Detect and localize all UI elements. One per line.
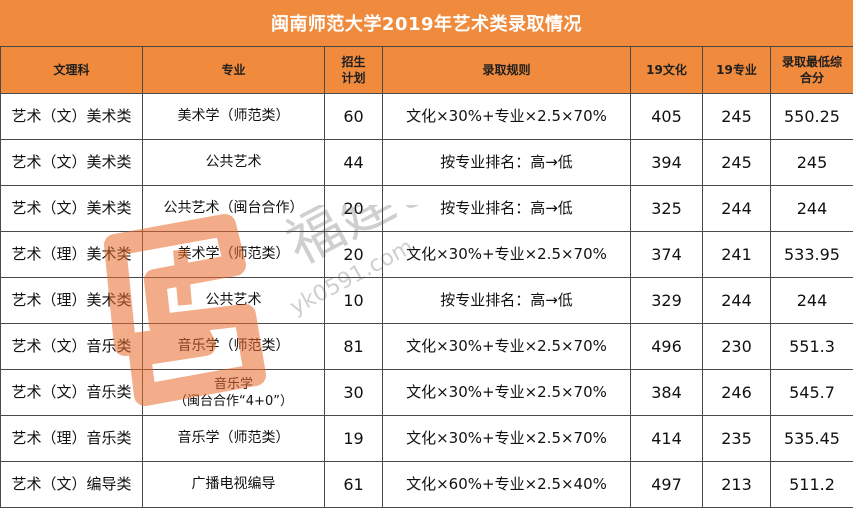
table-cell: 244 — [771, 186, 853, 232]
table-cell: 545.7 — [771, 370, 853, 416]
table-cell: 245 — [703, 140, 771, 186]
table-cell: 艺术（理）美术类 — [1, 232, 143, 278]
table-cell: 235 — [703, 416, 771, 462]
table-cell: 艺术（文）音乐类 — [1, 370, 143, 416]
table-cell: 文化×30%+专业×2.5×70% — [383, 324, 631, 370]
table-cell: 文化×30%+专业×2.5×70% — [383, 370, 631, 416]
column-header: 专业 — [143, 47, 325, 94]
table-cell: 艺术（理）美术类 — [1, 278, 143, 324]
table-cell: 20 — [325, 186, 383, 232]
column-header: 19文化 — [631, 47, 703, 94]
table-cell: 艺术（文）美术类 — [1, 94, 143, 140]
table-cell: 按专业排名：高→低 — [383, 186, 631, 232]
table-cell: 244 — [703, 278, 771, 324]
table-cell: 20 — [325, 232, 383, 278]
table-cell: 405 — [631, 94, 703, 140]
table-cell: 音乐学（师范类） — [143, 324, 325, 370]
table-cell: 按专业排名：高→低 — [383, 278, 631, 324]
table-cell: 60 — [325, 94, 383, 140]
table-cell: 61 — [325, 462, 383, 508]
table-cell: 244 — [703, 186, 771, 232]
table-cell: 550.25 — [771, 94, 853, 140]
table-cell: 美术学（师范类） — [143, 232, 325, 278]
table-cell: 公共艺术 — [143, 140, 325, 186]
table-cell: 325 — [631, 186, 703, 232]
table-cell: 10 — [325, 278, 383, 324]
table-cell: 81 — [325, 324, 383, 370]
table-cell: 535.45 — [771, 416, 853, 462]
table-cell: 文化×60%+专业×2.5×40% — [383, 462, 631, 508]
table-cell: 文化×30%+专业×2.5×70% — [383, 416, 631, 462]
table-cell: 文化×30%+专业×2.5×70% — [383, 232, 631, 278]
page-title: 闽南师范大学2019年艺术类录取情况 — [0, 0, 853, 46]
table-cell: 394 — [631, 140, 703, 186]
table-cell: 213 — [703, 462, 771, 508]
table-cell: 艺术（文）音乐类 — [1, 324, 143, 370]
column-header: 19专业 — [703, 47, 771, 94]
table-cell: 音乐学（师范类） — [143, 416, 325, 462]
table-cell: 497 — [631, 462, 703, 508]
column-header: 文理科 — [1, 47, 143, 94]
table-cell: 艺术（文）美术类 — [1, 140, 143, 186]
table-cell: 533.95 — [771, 232, 853, 278]
table-cell: 艺术（理）音乐类 — [1, 416, 143, 462]
table-cell: 文化×30%+专业×2.5×70% — [383, 94, 631, 140]
table-cell: 414 — [631, 416, 703, 462]
table-cell: 241 — [703, 232, 771, 278]
table-cell: 美术学（师范类） — [143, 94, 325, 140]
table-cell: 244 — [771, 278, 853, 324]
table-cell: 496 — [631, 324, 703, 370]
table-cell: 511.2 — [771, 462, 853, 508]
table-cell: 19 — [325, 416, 383, 462]
table-cell: 艺术（文）美术类 — [1, 186, 143, 232]
table-cell: 551.3 — [771, 324, 853, 370]
table-cell: 44 — [325, 140, 383, 186]
table-cell: 公共艺术（闽台合作） — [143, 186, 325, 232]
table-cell: 374 — [631, 232, 703, 278]
table-cell: 公共艺术 — [143, 278, 325, 324]
table-cell: 245 — [703, 94, 771, 140]
column-header: 录取规则 — [383, 47, 631, 94]
table-cell: 30 — [325, 370, 383, 416]
table-cell: 艺术（文）编导类 — [1, 462, 143, 508]
table-cell: 230 — [703, 324, 771, 370]
table-cell: 384 — [631, 370, 703, 416]
table-cell: 245 — [771, 140, 853, 186]
column-header: 录取最低综 合分 — [771, 47, 853, 94]
table-cell: 按专业排名：高→低 — [383, 140, 631, 186]
table-cell: 246 — [703, 370, 771, 416]
table-cell: 329 — [631, 278, 703, 324]
table-cell: 广播电视编导 — [143, 462, 325, 508]
table-cell: 音乐学 （闽台合作“4+0”） — [143, 370, 325, 416]
column-header: 招生 计划 — [325, 47, 383, 94]
